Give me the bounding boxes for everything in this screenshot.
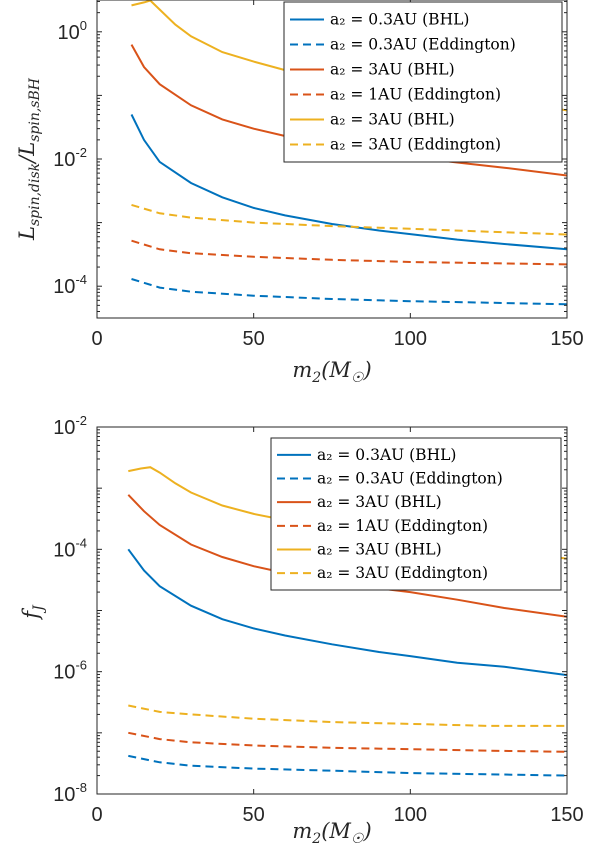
x-tick-label: 150 — [550, 328, 583, 350]
legend-label: a₂ = 3AU (BHL) — [330, 111, 455, 129]
x-tick-label: 100 — [394, 328, 427, 350]
legend-label: a₂ = 3AU (BHL) — [317, 541, 442, 559]
x-tick-label: 150 — [550, 804, 583, 826]
y-tick-label: 10-2 — [53, 413, 87, 439]
x-tick-label: 50 — [243, 328, 265, 350]
legend-label: a₂ = 0.3AU (BHL) — [317, 446, 456, 464]
y-tick-label: 100 — [58, 18, 87, 44]
legend-label: a₂ = 1AU (Eddington) — [317, 517, 488, 535]
x-axis-label-top: m2(M☉) — [292, 358, 371, 386]
legend-top: a₂ = 0.3AU (BHL) a₂ = 0.3AU (Eddington) a₂… — [284, 2, 562, 162]
y-tick-label: 10-4 — [53, 272, 87, 298]
legend-label: a₂ = 1AU (Eddington) — [330, 86, 501, 104]
legend-label: a₂ = 3AU (Eddington) — [317, 564, 488, 582]
legend-label: a₂ = 3AU (BHL) — [330, 61, 455, 79]
legend-label: a₂ = 0.3AU (Eddington) — [330, 36, 516, 54]
legend-label: a₂ = 3AU (BHL) — [317, 493, 442, 511]
x-tick-label: 100 — [394, 804, 427, 826]
legend-bottom: a₂ = 0.3AU (BHL) a₂ = 0.3AU (Eddington) a₂… — [271, 438, 561, 590]
y-tick-label: 10-4 — [53, 535, 87, 561]
x-axis-label-bottom: m2(M☉) — [292, 819, 371, 847]
legend-label: a₂ = 3AU (Eddington) — [330, 136, 501, 154]
legend-label: a₂ = 0.3AU (Eddington) — [317, 470, 503, 488]
x-tick-label: 50 — [243, 804, 265, 826]
x-tick-label: 0 — [91, 804, 102, 826]
y-axis-label-top: Lspin,disk/Lspin,sBH — [15, 77, 43, 241]
x-tick-label: 0 — [91, 328, 102, 350]
y-tick-label: 10-2 — [53, 145, 87, 171]
y-tick-label: 10-6 — [53, 658, 87, 684]
y-axis-label-bottom: fJ — [19, 604, 47, 621]
panel-bottom: 0 50 100 150 10-2 10-4 10-6 10-8 a₂ = 0.3AU (BH… — [19, 413, 584, 847]
y-tick-label: 10-8 — [53, 780, 87, 806]
legend-label: a₂ = 0.3AU (BHL) — [330, 11, 469, 29]
